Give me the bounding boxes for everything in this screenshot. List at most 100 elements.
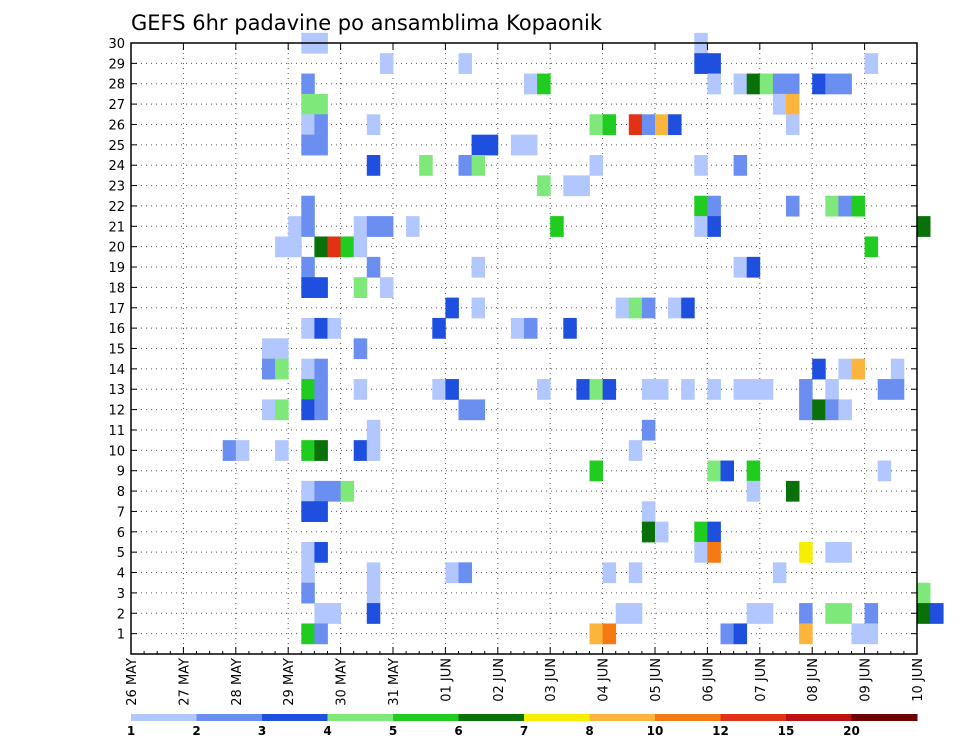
heatmap-cell xyxy=(301,501,315,523)
heatmap-cell xyxy=(471,256,486,278)
y-tick-label: 8 xyxy=(117,485,125,500)
heatmap-cell xyxy=(314,501,328,523)
heatmap-cell xyxy=(314,603,328,624)
heatmap-cell xyxy=(720,623,734,645)
heatmap-cell xyxy=(366,603,381,624)
heatmap-cell xyxy=(353,277,368,298)
heatmap-cell xyxy=(275,440,289,461)
heatmap-cell xyxy=(262,338,276,360)
heatmap-cell xyxy=(563,317,577,339)
heatmap-cell xyxy=(301,256,315,278)
heatmap-cell xyxy=(314,134,328,156)
heatmap-cell xyxy=(366,256,381,278)
x-tick-label: 07 JUN xyxy=(754,658,769,702)
y-tick-label: 20 xyxy=(108,241,125,256)
heatmap-cell xyxy=(759,73,774,95)
heatmap-cell xyxy=(917,603,931,624)
heatmap-cell xyxy=(327,236,341,258)
x-tick-label: 02 JUN xyxy=(492,658,507,702)
heatmap-cell xyxy=(759,379,774,400)
heatmap-cell xyxy=(301,399,315,421)
heatmap-cell xyxy=(851,358,865,380)
heatmap-cell xyxy=(537,379,551,400)
y-tick-label: 28 xyxy=(108,78,125,93)
heatmap-cell xyxy=(838,541,852,563)
colorbar-label: 20 xyxy=(843,724,860,738)
heatmap-cell xyxy=(524,73,538,95)
heatmap-cell xyxy=(288,216,302,237)
heatmap-cell xyxy=(694,521,708,543)
heatmap-cell xyxy=(799,603,813,624)
heatmap-cell xyxy=(314,114,328,136)
heatmap-cell xyxy=(262,399,276,421)
heatmap-cell xyxy=(301,93,315,115)
y-tick-label: 18 xyxy=(108,281,125,296)
colorbar-swatch xyxy=(327,714,394,721)
heatmap-cell xyxy=(615,603,630,624)
y-tick-label: 2 xyxy=(117,607,125,622)
colorbar-label: 8 xyxy=(585,724,593,738)
heatmap-cell xyxy=(301,582,315,604)
heatmap-cell xyxy=(537,73,551,95)
heatmap-cell xyxy=(641,521,656,543)
heatmap-cell xyxy=(864,236,879,258)
heatmap-cell xyxy=(314,480,328,502)
heatmap-cell xyxy=(458,562,472,584)
heatmap-cell xyxy=(301,379,315,400)
heatmap-cell xyxy=(366,216,381,237)
heatmap-cell xyxy=(484,134,499,156)
y-tick-label: 25 xyxy=(108,139,125,154)
heatmap-cell xyxy=(432,379,446,400)
heatmap-cell xyxy=(864,623,879,645)
colorbar-swatch xyxy=(589,714,656,721)
y-tick-label: 22 xyxy=(108,200,125,215)
heatmap-cell xyxy=(524,317,538,339)
x-tick-label: 03 JUN xyxy=(544,658,559,702)
heatmap-cell xyxy=(707,53,721,74)
heatmap-cell xyxy=(786,114,800,136)
x-tick-label: 06 JUN xyxy=(701,658,716,702)
heatmap-cell xyxy=(314,358,328,380)
heatmap-cell xyxy=(812,358,826,380)
heatmap-cell xyxy=(720,460,734,482)
x-tick-label: 10 JUN xyxy=(911,658,926,702)
heatmap-cell xyxy=(694,195,708,217)
heatmap-cell xyxy=(746,480,761,502)
heatmap-cell xyxy=(930,603,944,624)
heatmap-cell xyxy=(707,521,721,543)
heatmap-cell xyxy=(917,216,931,237)
heatmap-cell xyxy=(314,623,328,645)
heatmap-cell xyxy=(510,317,525,339)
heatmap-cell xyxy=(301,277,315,298)
heatmap-cell xyxy=(641,419,656,441)
heatmap-cell xyxy=(275,236,289,258)
y-tick-label: 11 xyxy=(108,424,125,439)
heatmap-cell xyxy=(301,73,315,95)
heatmap-cell xyxy=(825,195,839,217)
heatmap-cell xyxy=(786,73,800,95)
heatmap-cell xyxy=(694,216,708,237)
heatmap-cell xyxy=(576,175,590,197)
heatmap-cell xyxy=(445,297,459,319)
heatmap-cell xyxy=(655,521,669,543)
colorbar-swatch xyxy=(524,714,590,721)
heatmap-cell xyxy=(301,541,315,563)
y-tick-label: 13 xyxy=(108,383,125,398)
y-tick-label: 21 xyxy=(108,220,125,235)
x-tick-label: 04 JUN xyxy=(597,658,612,702)
heatmap-cell xyxy=(589,623,603,645)
heatmap-cell xyxy=(353,338,368,360)
heatmap-cell xyxy=(615,297,630,319)
x-tick-label: 05 JUN xyxy=(649,658,664,702)
heatmap-cell xyxy=(668,114,682,136)
y-tick-label: 30 xyxy=(108,37,125,52)
heatmap-cell xyxy=(733,256,748,278)
heatmap-cell xyxy=(707,379,721,400)
heatmap-cell xyxy=(340,236,355,258)
heatmap-cell xyxy=(707,73,721,95)
heatmap-cell xyxy=(838,399,852,421)
heatmap-cell xyxy=(563,175,577,197)
heatmap-cell xyxy=(471,297,486,319)
heatmap-cell xyxy=(235,440,250,461)
